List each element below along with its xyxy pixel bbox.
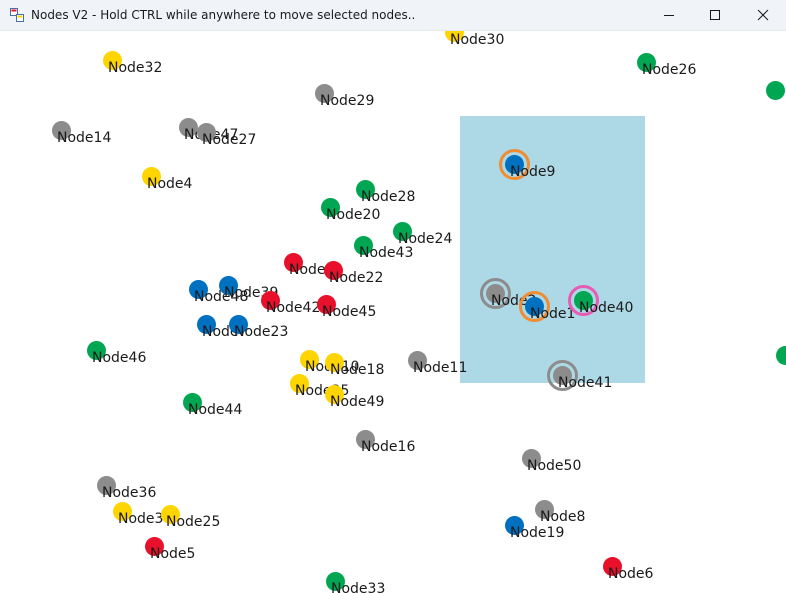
selection-ring (480, 278, 511, 309)
node-dot[interactable] (300, 350, 319, 369)
node-canvas[interactable]: Node30Node32Node26Node29Node14Node47Node… (0, 31, 786, 593)
node-dot[interactable] (445, 31, 464, 42)
node-dot[interactable] (197, 315, 216, 334)
node-dot[interactable] (87, 341, 106, 360)
node-label: Node49 (330, 394, 385, 410)
node-dot[interactable] (356, 430, 375, 449)
selection-ring (519, 291, 550, 322)
node-label: Node50 (527, 458, 582, 474)
node-dot[interactable] (52, 121, 71, 140)
maximize-button[interactable] (692, 0, 738, 31)
node-dot[interactable] (97, 476, 116, 495)
node-dot[interactable] (325, 353, 344, 372)
node-dot[interactable] (535, 500, 554, 519)
node-label: Node46 (92, 350, 147, 366)
node-dot[interactable] (393, 222, 412, 241)
node-label: Node41 (558, 375, 613, 391)
node-dot[interactable] (486, 284, 505, 303)
node-dot[interactable] (315, 84, 334, 103)
node-dot[interactable] (603, 557, 622, 576)
node-dot[interactable] (505, 516, 524, 535)
node-label: Node45 (322, 304, 377, 320)
node-dot[interactable] (103, 51, 122, 70)
node-label: Node32 (108, 60, 163, 76)
node-dot[interactable] (290, 374, 309, 393)
node-dot[interactable] (197, 123, 216, 142)
node-dot[interactable] (161, 505, 180, 524)
selection-ring (499, 149, 530, 180)
node-label: Node30 (450, 32, 505, 48)
app-icon (10, 8, 24, 22)
node-dot[interactable] (219, 276, 238, 295)
title-bar[interactable]: Nodes V2 - Hold CTRL while anywhere to m… (0, 0, 786, 31)
minimize-icon (664, 15, 674, 16)
node-label: Node48 (194, 289, 249, 305)
node-dot[interactable] (145, 537, 164, 556)
selection-ring (547, 360, 578, 391)
node-dot[interactable] (553, 366, 572, 385)
node-label: Node29 (320, 93, 375, 109)
node-label: Node9 (510, 164, 556, 180)
node-dot[interactable] (522, 449, 541, 468)
node-label: Node24 (398, 231, 453, 247)
node-dot[interactable] (142, 167, 161, 186)
node-label: Node33 (331, 581, 386, 593)
node-dot[interactable] (525, 297, 544, 316)
node-dot[interactable] (229, 315, 248, 334)
node-dot[interactable] (637, 53, 656, 72)
node-label: Node14 (57, 130, 112, 146)
node-dot[interactable] (179, 118, 198, 137)
node-dot[interactable] (189, 280, 208, 299)
node-label: Node1 (530, 306, 576, 322)
node-label: Node4 (147, 176, 193, 192)
node-label: Node6 (608, 566, 654, 582)
node-dot[interactable] (317, 295, 336, 314)
node-dot[interactable] (183, 393, 202, 412)
node-dot[interactable] (321, 198, 340, 217)
node-label: Node8 (540, 509, 586, 525)
selection-rectangle (460, 116, 645, 383)
node-dot[interactable] (325, 385, 344, 404)
node-label: Node40 (579, 300, 634, 316)
node-label: Node43 (359, 245, 414, 261)
node-dot[interactable] (356, 180, 375, 199)
node-label: Node20 (326, 207, 381, 223)
node-dot[interactable] (574, 291, 593, 310)
node-dot[interactable] (326, 572, 345, 591)
close-icon (757, 9, 769, 21)
node-label: Node16 (361, 439, 416, 455)
node-label: Node11 (413, 360, 468, 376)
node-label: Node36 (102, 485, 157, 501)
node-dot[interactable] (113, 502, 132, 521)
selection-ring (568, 285, 599, 316)
node-dot[interactable] (284, 253, 303, 272)
node-label: Node27 (202, 132, 257, 148)
node-label: Node44 (188, 402, 243, 418)
node-label: Node26 (642, 62, 697, 78)
node-label: Node34 (118, 511, 173, 527)
node-label: Node18 (330, 362, 385, 378)
node-label: Node22 (329, 270, 384, 286)
node-label: Node5 (150, 546, 196, 562)
node-label: Node25 (166, 514, 221, 530)
node-dot[interactable] (776, 346, 786, 365)
node-dot[interactable] (324, 261, 343, 280)
node-label: Node28 (361, 189, 416, 205)
node-label: Node23 (234, 324, 289, 340)
node-label: Node19 (510, 525, 565, 541)
node-dot[interactable] (766, 81, 785, 100)
minimize-button[interactable] (646, 0, 692, 31)
window-title: Nodes V2 - Hold CTRL while anywhere to m… (31, 8, 416, 22)
close-button[interactable] (740, 0, 786, 31)
node-dot[interactable] (505, 155, 524, 174)
maximize-icon (710, 10, 720, 20)
node-dot[interactable] (354, 236, 373, 255)
node-dot[interactable] (261, 291, 280, 310)
node-label: Node42 (266, 300, 321, 316)
node-dot[interactable] (408, 351, 427, 370)
